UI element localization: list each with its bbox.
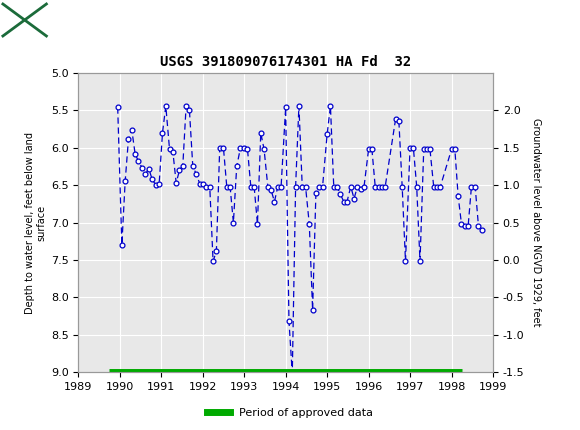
Text: USGS: USGS <box>52 12 99 28</box>
Y-axis label: Depth to water level, feet below land
surface: Depth to water level, feet below land su… <box>25 132 46 313</box>
Y-axis label: Groundwater level above NGVD 1929, feet: Groundwater level above NGVD 1929, feet <box>531 118 541 327</box>
Legend: Period of approved data: Period of approved data <box>203 403 377 422</box>
Title: USGS 391809076174301 HA Fd  32: USGS 391809076174301 HA Fd 32 <box>160 55 411 69</box>
Bar <box>3 4 46 36</box>
